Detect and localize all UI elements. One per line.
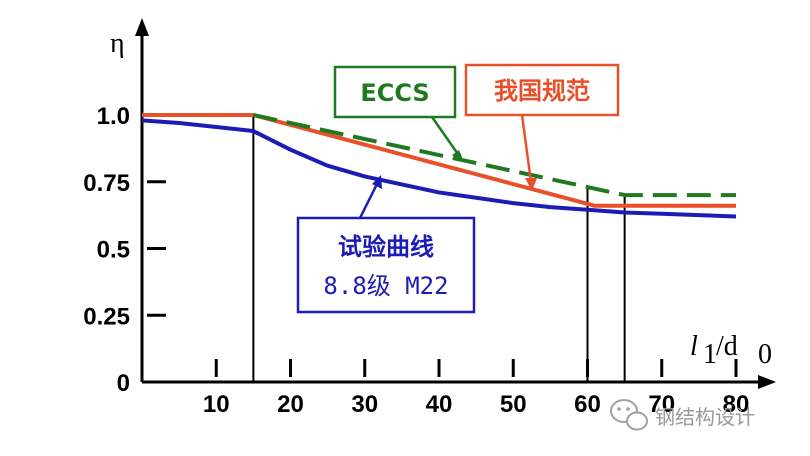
y-tick-label: 0	[117, 370, 130, 397]
series-line-0	[142, 113, 736, 208]
x-tick-label: 50	[500, 391, 527, 418]
test-curve-callout-arrow	[358, 181, 380, 219]
y-ticks: 0 0.25 0.5 0.75 1.0	[83, 103, 166, 397]
test-curve-callout-arrowhead	[372, 175, 382, 189]
x-axis-title-l: l	[690, 331, 698, 362]
y-tick-label: 0.75	[83, 170, 130, 197]
y-axis-title: η	[110, 28, 125, 59]
watermark: 钢结构设计	[610, 399, 755, 431]
test-curve-callout: 试验曲线 8.8级 M22	[296, 175, 476, 314]
x-tick-label: 20	[277, 391, 304, 418]
y-tick-label: 1.0	[97, 103, 130, 130]
x-tick-label: 40	[426, 391, 453, 418]
eccs-callout-box	[333, 65, 457, 119]
reference-lines	[252, 115, 626, 382]
x-tick-label: 80	[723, 391, 750, 418]
watermark-text: 钢结构设计	[655, 405, 755, 429]
x-axis-title-d: /d	[716, 331, 738, 362]
eccs-callout: ECCS	[333, 65, 464, 162]
series-line-2	[141, 118, 737, 219]
china-code-callout-box	[464, 63, 620, 117]
x-tick-label: 70	[648, 391, 675, 418]
china-code-callout: 我国规范	[464, 63, 620, 191]
y-tick-label: 0.5	[97, 237, 130, 264]
wechat-icon	[610, 399, 648, 431]
series-group	[141, 113, 737, 219]
x-tick-label: 30	[351, 391, 378, 418]
series-line-1	[252, 113, 736, 198]
x-axis-title-sub1: 1	[703, 339, 717, 370]
china-code-callout-arrowhead	[525, 178, 537, 191]
x-axis-title-sub0: 0	[758, 339, 772, 370]
china-code-callout-label: 我国规范	[494, 77, 590, 105]
eccs-callout-arrowhead	[452, 150, 464, 162]
eccs-callout-label: ECCS	[360, 79, 429, 107]
axes	[135, 18, 776, 389]
y-tick-label: 0.25	[83, 303, 130, 330]
test-curve-callout-box	[296, 216, 476, 314]
x-axis-arrow	[758, 375, 776, 389]
eccs-callout-arrow	[430, 116, 462, 158]
x-ticks: 10 20 30 40 50 60 70 80	[203, 359, 749, 418]
y-axis-arrow	[135, 18, 149, 36]
x-tick-label: 10	[203, 391, 230, 418]
test-curve-label-line1: 试验曲线	[338, 233, 434, 261]
test-curve-label-line2: 8.8级 M22	[323, 272, 448, 300]
x-tick-label: 60	[574, 391, 601, 418]
x-axis-title: l 1 /d 0	[690, 331, 772, 370]
china-code-callout-arrow	[520, 114, 533, 183]
